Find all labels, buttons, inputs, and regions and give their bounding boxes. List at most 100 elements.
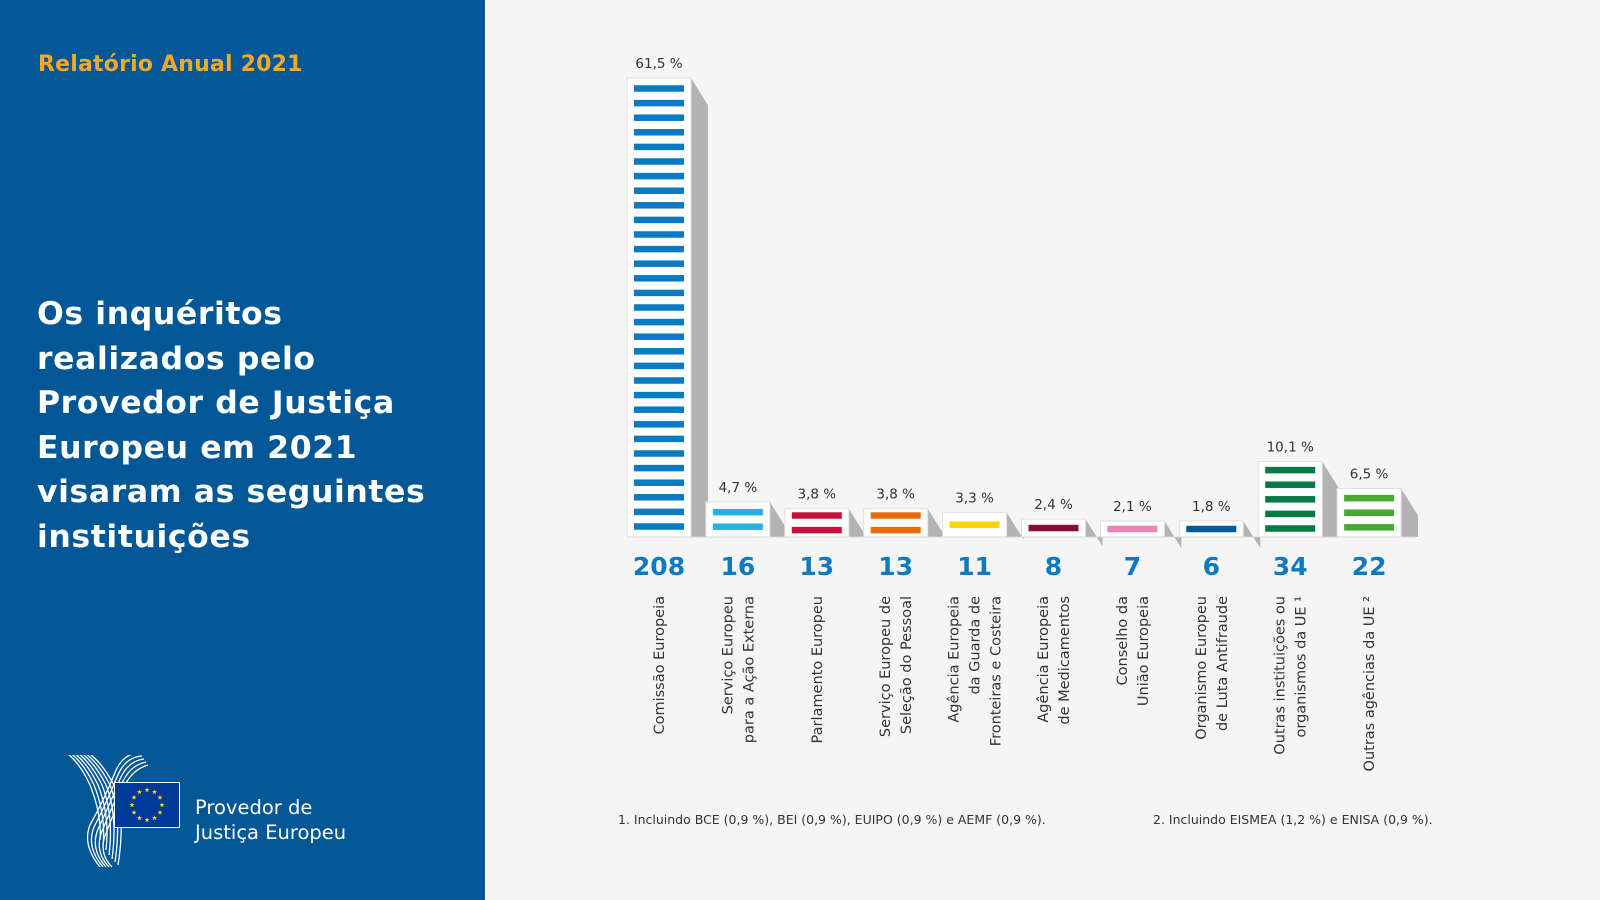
bar-stripe: [791, 512, 842, 519]
bar-stripe: [1265, 510, 1316, 518]
bar-side: [1322, 461, 1340, 537]
bar-side: [1085, 519, 1103, 547]
eu-star-icon: [144, 787, 150, 793]
bar: [705, 501, 771, 538]
data-label-percent: 6,5 %: [1350, 466, 1389, 482]
bar-chart: 61,5 % 208 Comissão Europeia 4,7 % 16 Serviço…: [618, 56, 1433, 827]
eu-star-icon: [157, 809, 163, 815]
bar-stripe: [634, 275, 684, 282]
bar-stripe: [634, 289, 684, 297]
bar-stripe: [1344, 524, 1395, 531]
category-label: Serviço Europeu: [720, 596, 736, 714]
eu-star-icon: [137, 815, 142, 821]
category-label: Serviço Europeu de: [878, 596, 894, 737]
data-label-count: 13: [878, 552, 913, 581]
bar-stripe: [634, 377, 684, 384]
bar-stripe: [634, 421, 684, 428]
eu-star-icon: [137, 789, 142, 795]
left-panel: Relatório Anual 2021 Os inquéritos reali…: [0, 0, 485, 900]
bar-stripe: [634, 245, 684, 253]
eu-star-icon: [144, 817, 150, 823]
data-label-percent: 1,8 %: [1192, 499, 1231, 515]
data-label-percent: 3,3 %: [955, 490, 994, 506]
data-label-count: 6: [1203, 552, 1220, 581]
bar-stripe: [870, 526, 921, 534]
bar-stripe: [1344, 494, 1395, 502]
bar-side: [691, 78, 708, 537]
category-label: Agência Europeia: [1036, 596, 1052, 723]
category-label: Agência Europeia: [947, 596, 963, 723]
page-title: Os inquéritos realizados pelo Provedor d…: [37, 296, 426, 555]
logo-text: Provedor de Justiça Europeu: [195, 795, 346, 845]
bar-stripe: [791, 526, 842, 534]
bar-stripe: [634, 494, 684, 501]
bar-group: 3,8 % 13 Parlamento Europeu: [784, 487, 866, 743]
bar-stripe: [634, 391, 684, 399]
data-label-count: 22: [1352, 552, 1387, 581]
category-label: Seleção do Pessoal: [899, 596, 915, 734]
category-label: Fronteiras e Costeira: [989, 596, 1005, 746]
bar-stripe: [1186, 525, 1237, 533]
bar-stripe: [634, 362, 684, 370]
bar-stripe: [634, 304, 684, 311]
bar-stripe: [634, 523, 684, 530]
category-label: União Europeia: [1136, 596, 1152, 706]
bar-stripe: [1265, 466, 1316, 474]
bar-stripe: [634, 158, 684, 165]
bar-stripe: [634, 435, 684, 443]
bar-stripe: [634, 260, 684, 267]
eu-star-icon: [131, 794, 137, 800]
eu-star-icon: [152, 789, 157, 795]
data-label-count: 7: [1124, 552, 1141, 581]
bar-stripe: [1028, 524, 1079, 532]
bar-stripe: [634, 508, 684, 516]
bar-stripe: [1265, 525, 1316, 532]
eu-star-icon: [159, 802, 165, 808]
data-label-count: 34: [1273, 552, 1308, 581]
bar-stripe: [1265, 496, 1316, 503]
category-label: Conselho da: [1115, 596, 1131, 685]
bar-group: 4,7 % 16 Serviço Europeu para a Ação Extern…: [705, 480, 787, 743]
data-label-percent: 61,5 %: [635, 56, 682, 72]
bar-side: [769, 501, 787, 537]
bar-stripe: [870, 512, 921, 519]
bar-stripe: [634, 333, 684, 340]
bar-stripe: [712, 523, 763, 531]
data-label-count: 208: [633, 552, 685, 581]
bar-stripe: [1265, 481, 1316, 488]
category-label: Outras agências da UE ²: [1362, 596, 1378, 771]
logo-line-1: Provedor de: [195, 796, 313, 819]
data-label-percent: 3,8 %: [798, 487, 837, 503]
bar-stripe: [634, 129, 684, 136]
bar-stripe: [634, 187, 684, 194]
bar-stripe: [634, 464, 684, 472]
bar-stripe: [712, 508, 763, 516]
data-label-count: 11: [957, 552, 992, 581]
bar-stripe: [634, 99, 684, 107]
bar-stripe: [634, 172, 684, 180]
category-label: de Medicamentos: [1057, 596, 1073, 725]
data-label-count: 8: [1045, 552, 1062, 581]
bar-stripe: [634, 318, 684, 326]
bar-stripe: [634, 143, 684, 151]
bar-group: 6,5 % 22 Outras agências da UE ²: [1336, 466, 1419, 771]
bar-group: 3,8 % 13 Serviço Europeu de Seleção do Pess…: [863, 487, 945, 737]
category-label: Organismo Europeu: [1194, 596, 1210, 740]
bar-group: 2,1 % 7 Conselho da União Europeia: [1099, 499, 1182, 706]
bar-stripe: [634, 450, 684, 457]
eu-star-icon: [152, 815, 157, 821]
data-label-percent: 3,8 %: [876, 487, 915, 503]
report-label: Relatório Anual 2021: [38, 52, 303, 77]
bar-side: [1401, 488, 1419, 537]
bar-group: 61,5 % 208 Comissão Europeia: [626, 56, 708, 735]
category-label: de Luta Antifraude: [1215, 596, 1231, 731]
category-label: da Guarda de: [968, 596, 984, 695]
bar-stripe: [634, 231, 684, 238]
footnotes: 1. Incluindo BCE (0,9 %), BEI (0,9 %), E…: [618, 812, 1433, 827]
bar-stripe: [634, 202, 684, 209]
footnote-2: 2. Incluindo EISMEA (1,2 %) e ENISA (0,9…: [1153, 812, 1433, 827]
eu-flag-icon: [114, 782, 180, 828]
data-label-percent: 2,1 %: [1113, 499, 1152, 515]
bar-stripe: [1344, 509, 1395, 516]
bar-stripe: [634, 479, 684, 486]
